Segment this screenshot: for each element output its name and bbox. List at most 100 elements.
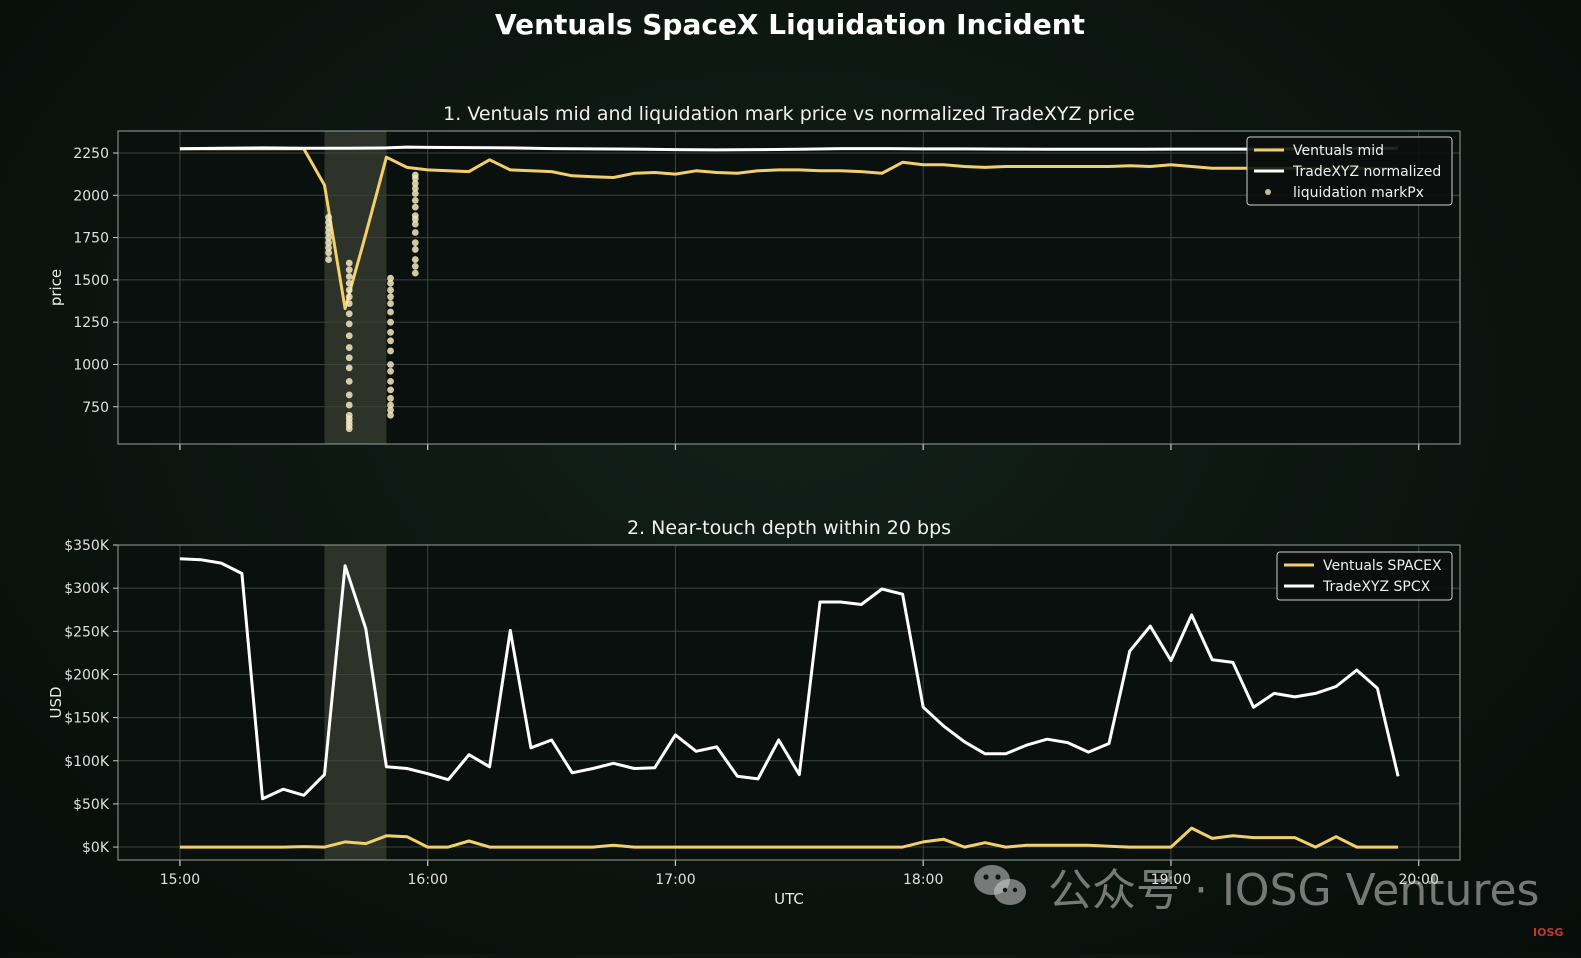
plot-frame xyxy=(117,130,1461,445)
tradexyz-line xyxy=(179,145,1399,152)
liquidation-point xyxy=(411,203,419,211)
legend: Ventuals SPACEX TradeXYZ SPCX xyxy=(1276,551,1453,601)
liquidation-point xyxy=(345,354,353,362)
figure-title: Ventuals SpaceX Liquidation Incident xyxy=(495,8,1085,41)
liquidation-point xyxy=(387,361,394,368)
liquidation-point xyxy=(345,266,353,274)
liquidation-point xyxy=(411,262,419,270)
liquidation-point xyxy=(411,246,419,253)
plot-frame xyxy=(117,544,1461,861)
liquidation-point xyxy=(411,180,419,187)
liquidation-point xyxy=(345,273,353,280)
liquidation-point xyxy=(387,394,394,402)
liquidation-point xyxy=(345,401,353,409)
liquidation-point xyxy=(345,378,353,385)
liquidation-point xyxy=(345,300,353,307)
y-tick-label: $100K xyxy=(64,754,110,770)
legend: Ventuals mid TradeXYZ normalized liquidati… xyxy=(1246,136,1453,206)
x-tick-label: 16:00 xyxy=(408,872,448,888)
liquidation-point xyxy=(387,328,394,336)
panel-title: 1. Ventuals mid and liquidation mark pri… xyxy=(443,103,1135,125)
legend-label: Ventuals mid xyxy=(1293,143,1384,159)
legend-label: TradeXYZ SPCX xyxy=(1322,579,1431,595)
corner-mark: IOSG xyxy=(1533,926,1563,939)
y-tick-label: 2250 xyxy=(73,146,109,162)
y-tick-label: 1500 xyxy=(73,273,109,289)
liquidation-point xyxy=(345,421,353,429)
liquidation-point xyxy=(345,279,353,287)
liquidation-point xyxy=(345,320,353,328)
liquidation-point xyxy=(411,239,419,247)
legend-label: TradeXYZ normalized xyxy=(1292,164,1441,180)
liquidation-point xyxy=(345,415,353,423)
liquidation-point xyxy=(387,318,394,326)
x-tick-label: 19:00 xyxy=(1151,872,1191,888)
liquidation-point xyxy=(387,401,394,409)
incident-window xyxy=(324,131,387,444)
legend-label: liquidation markPx xyxy=(1293,185,1424,201)
liquidation-point xyxy=(411,215,419,223)
liquidation-point xyxy=(411,190,419,198)
ventuals-line xyxy=(179,826,1399,849)
price-panel: 750 1000 1250 1500 1750 2000 2250 1. Ventuals m… xyxy=(47,103,1461,450)
legend-box xyxy=(1246,136,1453,206)
tradexyz-line xyxy=(179,557,1400,801)
y-tick-label: $150K xyxy=(64,711,110,727)
depth-panel: $0K $50K $100K $150K $200K $250K $300K $350K 15:… xyxy=(47,517,1461,908)
liquidation-point xyxy=(345,286,353,294)
x-tick-label: 18:00 xyxy=(903,872,943,888)
legend-box xyxy=(1276,551,1453,601)
liquidation-point xyxy=(387,308,394,316)
liquidation-point xyxy=(345,332,353,340)
x-axis-label: UTC xyxy=(774,890,804,908)
liquidation-point xyxy=(345,259,353,267)
x-tick-label: 17:00 xyxy=(655,872,695,888)
liquidation-point xyxy=(387,274,394,282)
liquidation-point xyxy=(387,300,394,307)
legend-label: Ventuals SPACEX xyxy=(1323,558,1442,574)
y-tick-label: $0K xyxy=(82,840,110,856)
liquidation-point xyxy=(411,229,419,236)
y-tick-label: $200K xyxy=(64,667,110,683)
liquidation-point xyxy=(387,378,394,385)
y-tick-label: $50K xyxy=(73,797,110,813)
y-tick-label: 2000 xyxy=(73,188,109,204)
liquidation-point xyxy=(345,364,353,372)
liquidation-point xyxy=(325,229,332,236)
liquidation-point xyxy=(325,249,332,257)
x-tick-label: 15:00 xyxy=(160,872,200,888)
liquidation-point xyxy=(411,185,419,192)
watermark-text: 公众号 · IOSG Ventures xyxy=(1048,865,1539,916)
y-tick-label: 750 xyxy=(82,400,109,416)
liquidation-point xyxy=(387,293,394,301)
liquidation-point xyxy=(345,293,353,301)
y-axis-label: USD xyxy=(47,686,65,718)
liquidation-point xyxy=(325,213,332,221)
x-tick-label: 20:00 xyxy=(1399,872,1439,888)
liquidation-point xyxy=(345,344,353,351)
panel-title: 2. Near-touch depth within 20 bps xyxy=(627,517,951,539)
liquidation-point xyxy=(387,279,394,287)
liquidation-point xyxy=(387,406,394,414)
wechat-icon xyxy=(974,865,1026,905)
liquidation-point xyxy=(411,196,419,204)
liquidation-point xyxy=(387,347,394,355)
liquidation-point xyxy=(325,239,332,247)
liquidation-point xyxy=(387,411,394,419)
liquidation-point xyxy=(387,367,394,375)
y-tick-label: 1750 xyxy=(73,231,109,247)
y-tick-label: $250K xyxy=(64,624,110,640)
liquidation-point xyxy=(325,256,332,263)
y-axis-label: price xyxy=(47,269,65,306)
liquidation-point xyxy=(325,218,332,226)
ventuals-line xyxy=(179,147,1399,311)
liquidation-point xyxy=(387,337,394,345)
liquidation-point xyxy=(411,171,419,179)
y-tick-label: $350K xyxy=(64,538,110,554)
liquidation-point xyxy=(325,244,332,252)
liquidation-point xyxy=(411,256,419,263)
liquidation-point xyxy=(387,286,394,294)
y-tick-label: 1250 xyxy=(73,315,109,331)
